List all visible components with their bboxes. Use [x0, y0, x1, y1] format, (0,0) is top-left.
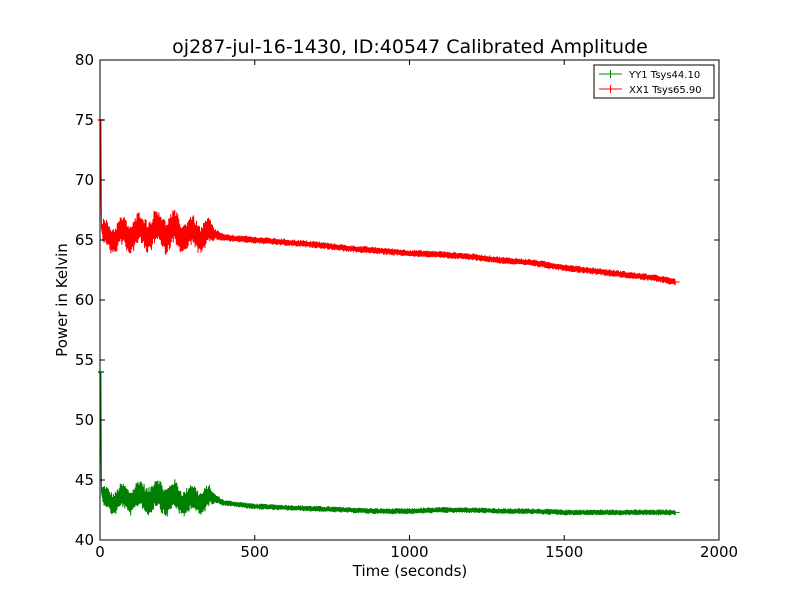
y-axis-label: Power in Kelvin	[53, 243, 71, 357]
y-axis: 40 45 50 55 60 65 70 75 80	[75, 51, 719, 549]
x-tick-label: 2000	[700, 543, 738, 561]
y-tick-label: 50	[75, 411, 94, 429]
legend-label: YY1 Tsys44.10	[628, 70, 700, 81]
y-tick-label: 45	[75, 471, 94, 489]
y-tick-label: 80	[75, 51, 94, 69]
x-axis-label: Time (seconds)	[352, 562, 468, 580]
legend-item: YY1 Tsys44.10	[599, 70, 700, 81]
x-tick-label: 0	[95, 543, 105, 561]
series-1	[97, 371, 680, 517]
y-tick-label: 55	[75, 351, 94, 369]
x-tick-label: 1000	[390, 543, 428, 561]
legend-label: XX1 Tsys65.90	[629, 85, 702, 96]
y-tick-label: 75	[75, 111, 94, 129]
x-tick-label: 500	[240, 543, 269, 561]
legend-item: XX1 Tsys65.90	[599, 85, 702, 96]
y-tick-label: 40	[75, 531, 94, 549]
chart-title: oj287-jul-16-1430, ID:40547 Calibrated A…	[172, 36, 648, 58]
legend: YY1 Tsys44.10 XX1 Tsys65.90	[593, 64, 715, 99]
series-line	[99, 371, 676, 517]
x-tick-label: 1500	[545, 543, 583, 561]
y-tick-label: 70	[75, 171, 94, 189]
y-tick-label: 60	[75, 291, 94, 309]
plot-series-group	[97, 119, 680, 517]
y-tick-label: 65	[75, 231, 94, 249]
legend-box	[593, 64, 715, 99]
series-line	[99, 119, 676, 285]
x-axis: 0 500 1000 1500 2000	[95, 60, 738, 561]
